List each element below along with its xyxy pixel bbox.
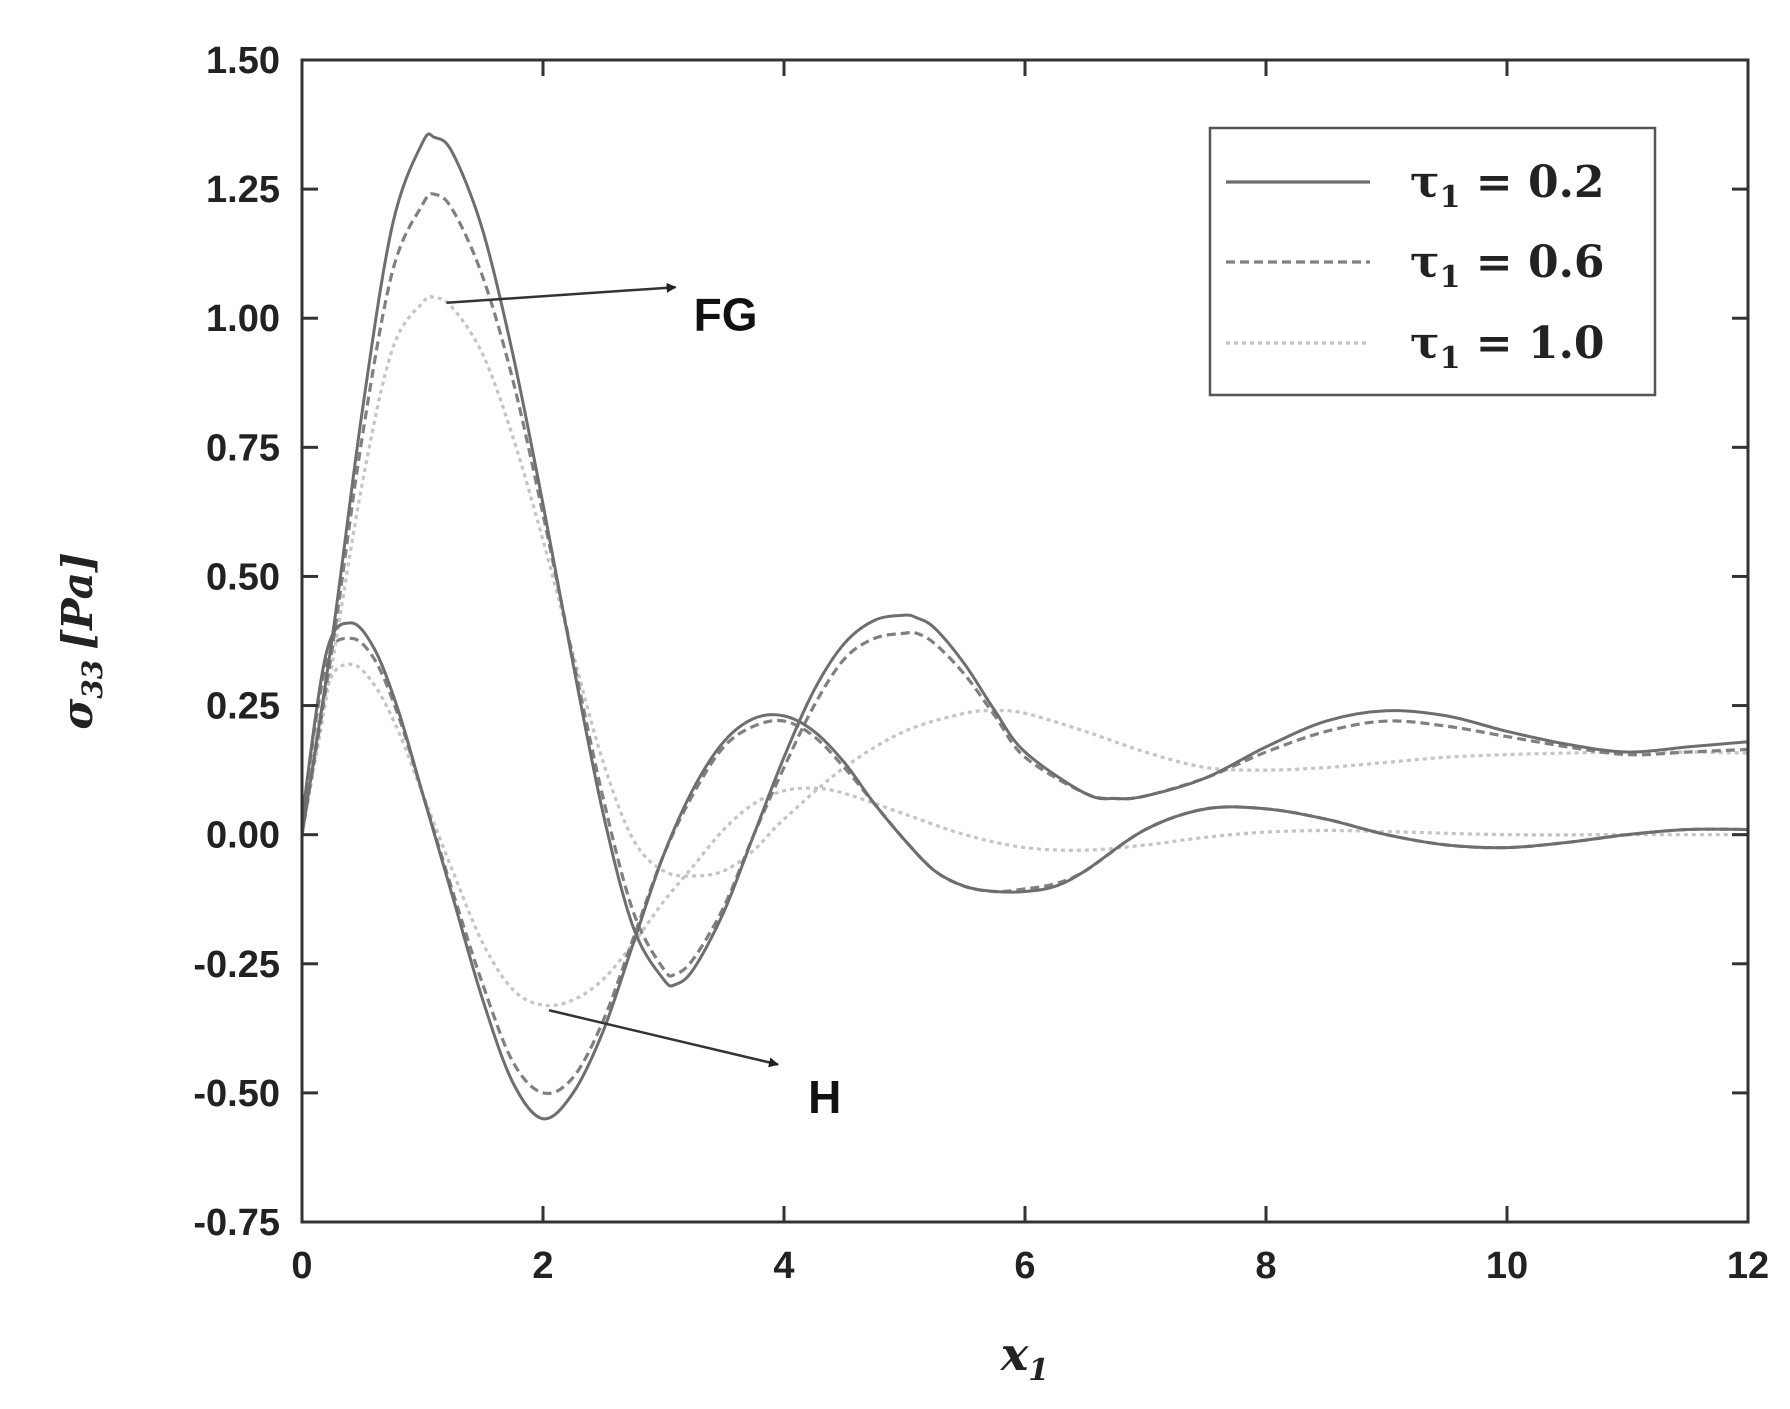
- legend-label: τ1 = 0.6: [1410, 237, 1605, 295]
- legend-label: τ1 = 1.0: [1410, 318, 1605, 376]
- y-tick-label: 0.00: [206, 815, 280, 857]
- legend-label: τ1 = 0.2: [1410, 157, 1605, 215]
- y-tick-label: 0.75: [206, 427, 280, 469]
- legend: τ1 = 0.2 τ1 = 0.6 τ1 = 1.0: [1208, 126, 1657, 397]
- x-tick-label: 8: [1255, 1245, 1276, 1287]
- series-line-h-tau-1: [302, 662, 1748, 1008]
- y-tick-label: 1.50: [206, 40, 280, 82]
- axis-ticks: 0 2 4 6 8 10 12 1.50 1.25 1.00 0.75 0.50 0.25 0.00 -0.…: [193, 40, 1769, 1287]
- series-line-fg-tau-0-2: [302, 132, 1748, 988]
- y-tick-label: 1.00: [206, 298, 280, 340]
- series-line-h-tau-0-6: [302, 636, 1748, 1096]
- x-tick-label: 6: [1014, 1245, 1035, 1287]
- y-axis-title: σ33[Pa]: [53, 552, 109, 729]
- axis-labels: x1 σ33[Pa]: [53, 552, 1049, 1388]
- x-tick-label: 2: [532, 1245, 553, 1287]
- y-tick-label: 0.25: [206, 686, 280, 728]
- y-tick-label: 0.50: [206, 556, 280, 598]
- y-tick-label: -0.25: [193, 944, 280, 986]
- annotation-arrow-h: [548, 1009, 779, 1068]
- annotation-label-fg: FG: [694, 288, 758, 340]
- x-tick-label: 10: [1486, 1245, 1528, 1287]
- y-tick-label: -0.75: [193, 1202, 280, 1244]
- annotations: FG H: [446, 282, 841, 1123]
- y-tick-label: 1.25: [206, 169, 280, 211]
- x-tick-label: 12: [1727, 1245, 1769, 1287]
- y-tick-label: -0.50: [193, 1073, 280, 1115]
- annotation-arrow-fg: [446, 282, 677, 304]
- series-line-h-tau-0-2: [302, 621, 1748, 1121]
- x-tick-label: 4: [773, 1245, 794, 1287]
- series-lines: [302, 132, 1748, 1121]
- series-line-fg-tau-0-6: [302, 192, 1748, 978]
- annotation-label-h: H: [808, 1071, 841, 1123]
- x-tick-label: 0: [291, 1245, 312, 1287]
- x-axis-title: x1: [1000, 1327, 1049, 1388]
